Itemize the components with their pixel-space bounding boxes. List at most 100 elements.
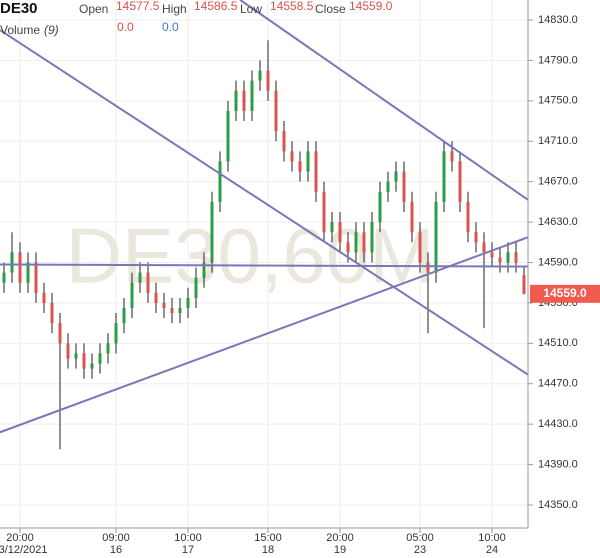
candle-body	[26, 262, 30, 283]
volume-value: 0.0	[117, 20, 134, 34]
candle-body	[114, 323, 118, 344]
x-tick-date: 19	[334, 544, 346, 556]
candle-body	[282, 131, 286, 152]
symbol: DE30	[0, 0, 38, 17]
candle-body	[202, 262, 206, 278]
x-tick-date: 23	[414, 544, 426, 556]
candle-body	[130, 282, 134, 308]
candle-body	[522, 275, 526, 294]
volume-value: 0.0	[162, 20, 179, 34]
candle-body	[226, 110, 230, 162]
candle-body	[138, 272, 142, 283]
candle-body	[218, 161, 222, 202]
close-label: Close	[315, 2, 346, 16]
trendline	[0, 236, 528, 434]
axes: 14350.014390.014430.014470.014510.014550…	[0, 14, 600, 556]
candle-body	[474, 232, 478, 243]
candle-body	[314, 151, 318, 192]
y-tick-label: 14670.0	[538, 176, 578, 188]
volume-label: Volume	[0, 23, 40, 37]
watermark: DE30,60M	[66, 212, 435, 300]
candle-body	[74, 353, 78, 359]
low-label: Low	[240, 2, 262, 16]
candle-body	[146, 272, 150, 293]
x-tick-label: 10:00	[478, 532, 506, 544]
x-tick-label: 20:00	[6, 532, 34, 544]
candle-body	[250, 80, 254, 111]
high-value: 14586.5	[194, 0, 238, 13]
candle-body	[298, 161, 302, 172]
candle-body	[122, 307, 126, 324]
candle-body	[490, 252, 494, 258]
candle-body	[50, 302, 54, 324]
candle-body	[242, 90, 246, 111]
candle-body	[330, 222, 334, 233]
candle-body	[18, 252, 22, 283]
candle-body	[210, 201, 214, 263]
y-tick-label: 14750.0	[538, 95, 578, 107]
candle-body	[482, 242, 486, 253]
candle-body	[418, 232, 422, 263]
candle-body	[194, 277, 198, 298]
open-value: 14577.5	[116, 0, 160, 13]
candle-body	[386, 181, 390, 192]
y-tick-label: 14430.0	[538, 418, 578, 430]
candle-body	[410, 201, 414, 233]
candle-body	[154, 292, 158, 303]
high-label: High	[162, 2, 187, 16]
x-tick-date: 03/12/2021	[0, 544, 48, 556]
last-price-label: 14559.0	[543, 286, 587, 300]
candle-body	[2, 272, 6, 283]
candle-body	[258, 70, 262, 81]
candle-body	[450, 151, 454, 162]
candle-body	[362, 232, 366, 253]
candle-body	[66, 343, 70, 359]
x-tick-label: 09:00	[102, 532, 130, 544]
candle-body	[498, 257, 502, 263]
candle-body	[354, 232, 358, 253]
candle-body	[338, 222, 342, 243]
close-value: 14559.0	[349, 0, 393, 13]
x-tick-date: 24	[486, 544, 498, 556]
candle-body	[290, 151, 294, 162]
trendline	[0, 263, 528, 268]
candle-body	[170, 307, 174, 314]
candle-body	[34, 262, 38, 293]
y-tick-label: 14830.0	[538, 14, 578, 26]
candle-body	[266, 70, 270, 91]
candle-body	[58, 323, 62, 344]
y-tick-label: 14790.0	[538, 54, 578, 66]
candle-body	[442, 151, 446, 202]
header: DE30 Open 14577.5 High 14586.5 Low 14558…	[0, 0, 393, 37]
candle-body	[234, 90, 238, 111]
candle-body	[322, 191, 326, 233]
y-tick-label: 14390.0	[538, 458, 578, 470]
candle-body	[106, 343, 110, 354]
candle-body	[514, 252, 518, 263]
candle-body	[426, 262, 430, 273]
x-tick-date: 16	[110, 544, 122, 556]
candle-body	[186, 297, 190, 308]
candle-body	[178, 307, 182, 314]
y-tick-label: 14710.0	[538, 135, 578, 147]
last-price-box	[530, 284, 600, 303]
candle-body	[466, 201, 470, 233]
candle-body	[98, 353, 102, 364]
y-tick-label: 14470.0	[538, 378, 578, 390]
x-tick-date: 18	[262, 544, 274, 556]
candle-body	[346, 242, 350, 253]
y-tick-label: 14590.0	[538, 256, 578, 268]
y-tick-label: 14510.0	[538, 337, 578, 349]
candle-body	[506, 252, 510, 263]
candle-body	[370, 222, 374, 253]
candle-body	[162, 302, 166, 308]
trendline	[239, 0, 528, 201]
candle-body	[274, 90, 278, 132]
plot	[0, 0, 528, 450]
x-tick-label: 10:00	[174, 532, 202, 544]
low-value: 14558.5	[270, 0, 314, 13]
x-tick-label: 15:00	[254, 532, 282, 544]
candle-body	[306, 151, 310, 172]
x-tick-label: 05:00	[406, 532, 434, 544]
